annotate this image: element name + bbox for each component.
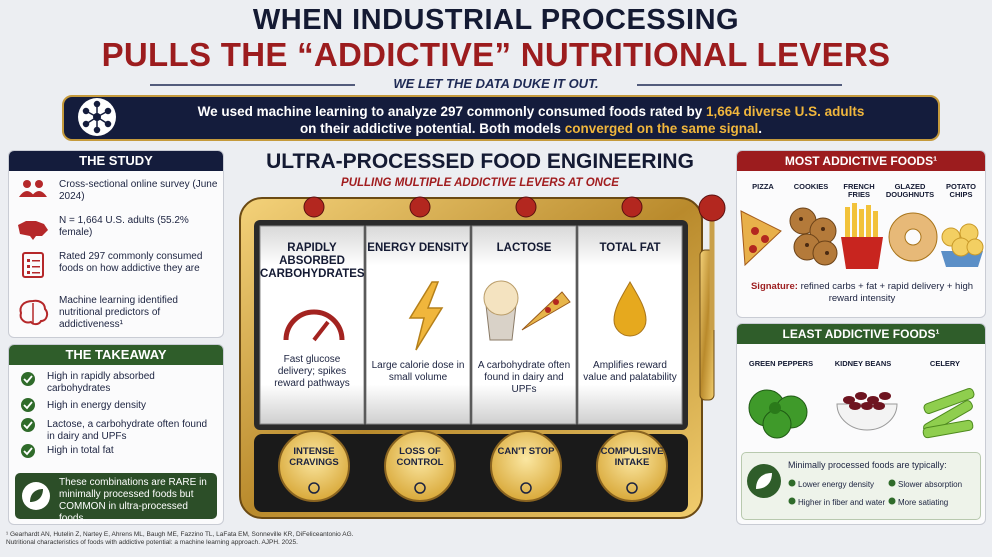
- food-label: GREEN PEPPERS: [748, 359, 814, 368]
- effect-button: INTENSE CRAVINGS: [289, 446, 339, 468]
- study-item: N = 1,664 U.S. adults (55.2% female): [59, 215, 189, 238]
- takeaway-item: High in rapidly absorbed carbohydrates: [47, 371, 155, 394]
- title-line1: WHEN INDUSTRIAL PROCESSING: [252, 4, 740, 36]
- signature-label: Signature:: [750, 281, 798, 292]
- network-icon: [78, 98, 116, 136]
- food-label: CELERY: [929, 359, 961, 368]
- trait-checks: [788, 479, 896, 505]
- signature-text: refined carbs + fat + rapid delivery + h…: [800, 281, 974, 304]
- banner-text: on their addictive potential. Both model…: [299, 121, 565, 136]
- takeaway-item: High in energy density: [47, 400, 146, 411]
- study-panel: THE STUDY Cross-sectional online survey …: [8, 150, 224, 338]
- banner-text: We used machine learning to analyze 297 …: [144, 103, 918, 137]
- most-title: MOST ADDICTIVE FOODS¹: [737, 151, 985, 171]
- title-line2: PULLS THE “ADDICTIVE” NUTRITIONAL LEVERS: [101, 36, 891, 73]
- food-label: PIZZA: [752, 182, 774, 191]
- least-note-box: Minimally processed foods are typically:…: [741, 452, 981, 520]
- reel-description: Large calorie dose in small volume: [371, 360, 465, 383]
- food-label: COOKIES: [793, 182, 829, 191]
- trait: Higher in fiber and water: [798, 498, 886, 507]
- effect-button: CAN'T STOP: [497, 446, 555, 457]
- banner-highlight: 1,664 diverse U.S. adults: [706, 104, 865, 119]
- citation: ¹ Gearhardt AN, Hutelin Z, Nartey E, Ahr…: [6, 531, 353, 547]
- reel-description: A carbohydrate often found in dairy and …: [477, 360, 571, 395]
- takeaway-item: High in total fat: [47, 445, 114, 456]
- leaf-icon: [747, 464, 781, 498]
- reel-description: Fast glucose delivery; spikes reward pat…: [274, 354, 350, 389]
- least-note-title: Minimally processed foods are typically:: [788, 460, 947, 470]
- trait: Slower absorption: [898, 480, 963, 489]
- trait: Lower energy density: [798, 480, 875, 489]
- tagline-rules: [150, 84, 842, 86]
- takeaway-title: THE TAKEAWAY: [9, 345, 223, 365]
- banner: We used machine learning to analyze 297 …: [62, 95, 940, 141]
- food-label: FRENCH FRIES: [843, 182, 875, 199]
- check-icons: [21, 372, 35, 458]
- center-subtitle: PULLING MULTIPLE ADDICTIVE LEVERS AT ONC…: [341, 177, 619, 189]
- study-item: Rated 297 commonly consumed foods on how…: [59, 251, 203, 274]
- reel-label: RAPIDLY ABSORBED CARBOHYDRATES: [260, 242, 365, 280]
- takeaway-note-box: These combinations are RARE in minimally…: [15, 473, 217, 524]
- study-item: Machine learning identified nutritional …: [59, 295, 178, 330]
- takeaway-item: Lactose, a carbohydrate often found in d…: [47, 419, 208, 442]
- effect-button: LOSS OF CONTROL: [396, 446, 444, 468]
- banner-text: We used machine learning to analyze 297 …: [197, 104, 707, 119]
- study-title: THE STUDY: [9, 151, 223, 171]
- most-panel: MOST ADDICTIVE FOODS¹ PIZZA COOKIES FREN…: [736, 150, 986, 318]
- food-label: GLAZED DOUGHNUTS: [885, 182, 935, 199]
- reel-label: TOTAL FAT: [599, 242, 661, 254]
- reel-label: LACTOSE: [496, 242, 552, 254]
- banner-highlight: converged on the same signal: [564, 121, 759, 136]
- most-food-images: [740, 203, 984, 269]
- least-title: LEAST ADDICTIVE FOODS¹: [737, 324, 985, 344]
- trait: More satiating: [898, 498, 949, 507]
- least-panel: LEAST ADDICTIVE FOODS¹ GREEN PEPPERS KID…: [736, 323, 986, 525]
- citation-line: ¹ Gearhardt AN, Hutelin Z, Nartey E, Ahr…: [6, 531, 354, 538]
- takeaway-panel: THE TAKEAWAY High in rapidly absorbed ca…: [8, 344, 224, 525]
- effect-button: COMPULSIVE INTAKE: [600, 446, 664, 468]
- reel-label: ENERGY DENSITY: [367, 242, 469, 254]
- tagline: WE LET THE DATA DUKE IT OUT.: [393, 76, 599, 91]
- food-label: KIDNEY BEANS: [834, 359, 892, 368]
- citation-line: Nutritional characteristics of foods wit…: [6, 539, 298, 546]
- takeaway-note: These combinations are RARE in minimally…: [59, 477, 207, 524]
- leaf-icon: [22, 482, 50, 510]
- signature: Signature: refined carbs + fat + rapid d…: [747, 281, 977, 305]
- food-label: POTATO CHIPS: [946, 182, 976, 199]
- slot-machine: [239, 194, 726, 519]
- study-item: Cross-sectional online survey (June 2024…: [59, 179, 218, 202]
- center-title: ULTRA-PROCESSED FOOD ENGINEERING: [266, 150, 694, 173]
- study-icons: [18, 180, 49, 326]
- least-food-images: [748, 388, 975, 439]
- banner-text: .: [758, 121, 763, 136]
- reel-description: Amplifies reward value and palatability: [583, 360, 677, 383]
